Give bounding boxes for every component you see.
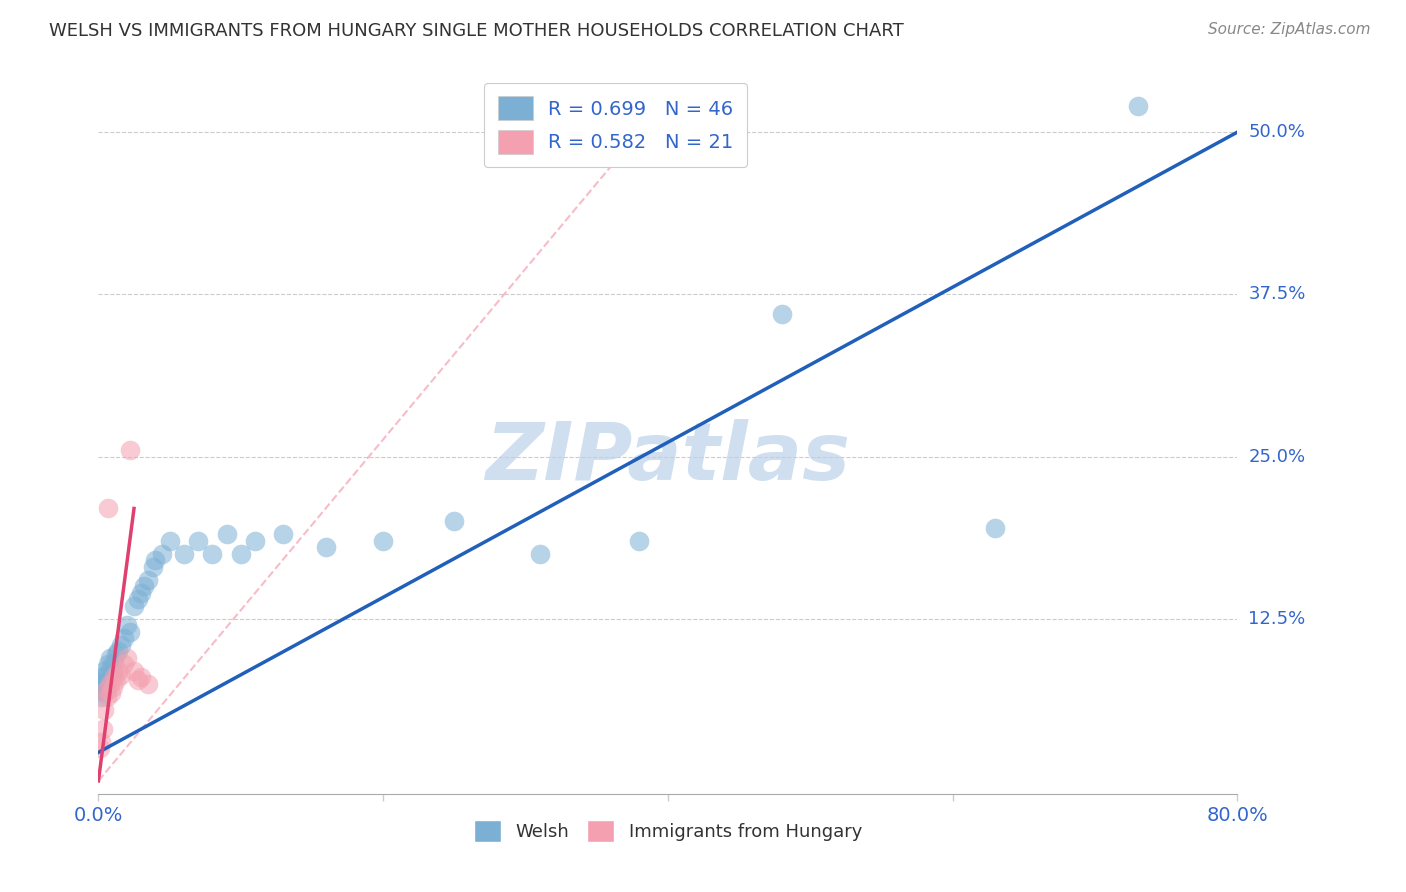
Point	[129, 670, 152, 684]
Point	[136, 676, 159, 690]
Point	[90, 670, 112, 684]
Text: 12.5%: 12.5%	[1249, 610, 1306, 628]
Point	[315, 541, 337, 555]
Point	[628, 533, 651, 548]
Point	[89, 683, 111, 698]
Point	[145, 553, 167, 567]
Point	[112, 657, 135, 672]
Point	[94, 667, 117, 681]
Point	[101, 681, 124, 695]
Point	[89, 741, 111, 756]
Point	[129, 586, 152, 600]
Point	[90, 690, 112, 704]
Point	[93, 702, 115, 716]
Point	[103, 670, 125, 684]
Point	[96, 690, 118, 704]
Point	[94, 675, 117, 690]
Point	[89, 676, 111, 690]
Text: 25.0%: 25.0%	[1249, 448, 1306, 466]
Point	[107, 644, 129, 658]
Point	[443, 515, 465, 529]
Point	[984, 521, 1007, 535]
Point	[94, 683, 117, 698]
Point	[98, 650, 121, 665]
Point	[98, 676, 121, 690]
Legend: Welsh, Immigrants from Hungary: Welsh, Immigrants from Hungary	[467, 813, 869, 849]
Point	[1126, 99, 1149, 113]
Point	[373, 533, 395, 548]
Point	[93, 664, 115, 678]
Point	[103, 655, 125, 669]
Point	[97, 657, 120, 672]
Point	[132, 579, 155, 593]
Point	[122, 664, 145, 678]
Text: WELSH VS IMMIGRANTS FROM HUNGARY SINGLE MOTHER HOUSEHOLDS CORRELATION CHART: WELSH VS IMMIGRANTS FROM HUNGARY SINGLE …	[49, 22, 904, 40]
Point	[107, 664, 129, 678]
Point	[187, 533, 209, 548]
Point	[127, 673, 149, 687]
Point	[91, 681, 114, 695]
Point	[115, 618, 138, 632]
Point	[115, 650, 138, 665]
Point	[91, 722, 114, 736]
Text: 50.0%: 50.0%	[1249, 123, 1305, 141]
Point	[93, 686, 115, 700]
Point	[112, 631, 135, 645]
Point	[110, 667, 132, 681]
Point	[104, 673, 127, 687]
Point	[118, 443, 141, 458]
Point	[91, 673, 114, 687]
Point	[152, 547, 174, 561]
Text: Source: ZipAtlas.com: Source: ZipAtlas.com	[1208, 22, 1371, 37]
Point	[100, 686, 122, 700]
Point	[90, 735, 112, 749]
Point	[173, 547, 195, 561]
Point	[201, 547, 224, 561]
Point	[104, 647, 127, 661]
Point	[100, 659, 122, 673]
Point	[136, 573, 159, 587]
Point	[229, 547, 252, 561]
Point	[159, 533, 181, 548]
Text: 37.5%: 37.5%	[1249, 285, 1306, 303]
Point	[96, 683, 118, 698]
Point	[770, 307, 793, 321]
Point	[110, 638, 132, 652]
Point	[97, 501, 120, 516]
Point	[273, 527, 295, 541]
Point	[141, 559, 163, 574]
Point	[101, 666, 124, 681]
Point	[118, 624, 141, 639]
Text: ZIPatlas: ZIPatlas	[485, 419, 851, 498]
Point	[529, 547, 551, 561]
Point	[127, 592, 149, 607]
Point	[122, 599, 145, 613]
Point	[243, 533, 266, 548]
Point	[215, 527, 238, 541]
